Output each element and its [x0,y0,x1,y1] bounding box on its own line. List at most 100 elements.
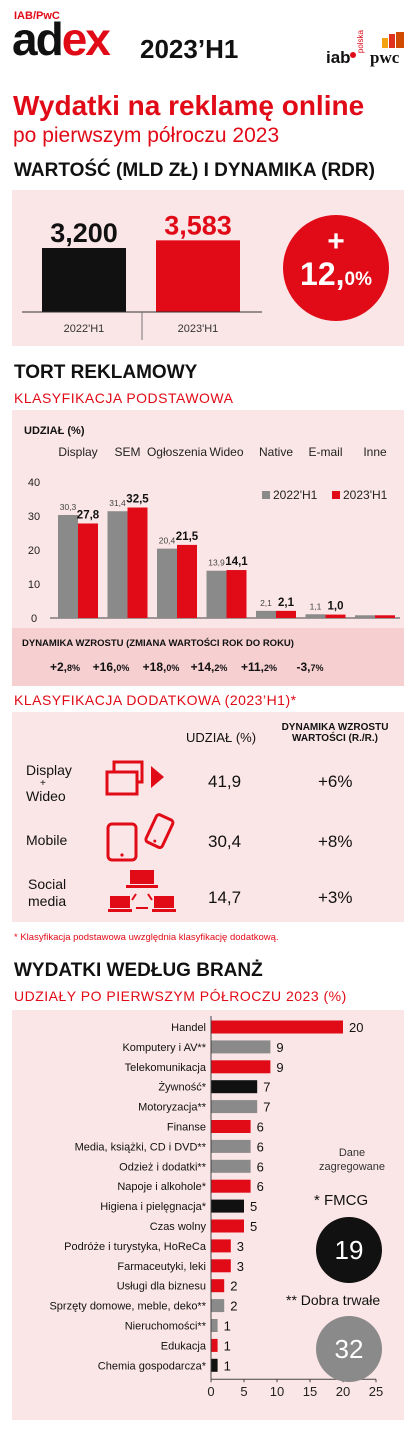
branze-label-11: Podróże i turystyka, HoReCa [64,1241,207,1253]
branze-label-4: Motoryzacja** [138,1102,207,1114]
brand-logo: adex [12,13,111,65]
branze-value-10: 5 [250,1219,257,1234]
legend-label-1: 2023'H1 [343,488,388,502]
branze-value-9: 5 [250,1199,257,1214]
dynamics-band [12,628,404,686]
page-title: Wydatki na reklamę online [13,90,365,121]
value-bar-0 [42,248,126,312]
tort-subheading: KLASYFIKACJA PODSTAWOWA [14,390,234,406]
agg-title: Dane zagregowane [318,1147,386,1173]
y-tick-40: 40 [28,477,40,489]
branze-label-8: Napoje i alkohole* [117,1181,206,1193]
branze-label-5: Finanse [167,1122,206,1134]
branze-value-2: 9 [276,1060,283,1075]
legend-swatch-0 [262,491,270,499]
branze-label-2: Telekomunikacja [125,1062,207,1074]
branze-bar-14 [211,1299,225,1313]
branze-value-5: 6 [257,1120,264,1135]
branze-bar-15 [211,1319,218,1332]
branze-bar-10 [211,1219,244,1233]
org-label: IAB/PwC [14,10,60,22]
branze-label-16: Edukacja [161,1340,207,1352]
branze-bar-8 [211,1179,251,1193]
branze-label-3: Żywność* [158,1081,206,1094]
tort-bar-0-0 [58,514,78,618]
tort-bar-label-1-1: 32,5 [126,494,149,506]
value-heading: WARTOŚĆ (MLD ZŁ) I DYNAMIKA (RDR) [14,160,375,181]
value-category-1: 2023'H1 [178,323,219,335]
durable-label: ** Dobra trwałe [286,1292,381,1308]
branze-label-15: Nieruchomości** [125,1321,207,1333]
branze-value-12: 3 [237,1259,244,1274]
category-label-5: E-mail [308,445,342,459]
y-tick-10: 10 [28,579,40,591]
branze-bar-12 [211,1259,231,1273]
x-tick-20: 20 [336,1384,350,1399]
branze-bar-16 [211,1338,218,1352]
category-label-2: Ogłoszenia [147,445,207,459]
tort-bar-label-1-3: 14,1 [225,556,248,568]
branze-value-13: 2 [230,1279,237,1294]
dynamics-label: DYNAMIKA WZROSTU (ZMIANA WARTOŚCI ROK DO… [22,638,294,649]
branze-bar-2 [211,1060,271,1074]
category-label-4: Native [259,445,293,459]
tort-bar-1-2 [177,544,197,618]
branze-value-1: 9 [276,1040,283,1055]
mobile-icon [106,813,175,862]
tort-bar-label-0-5: 1,1 [310,601,322,611]
value-bar-label-1: 3,583 [164,210,232,240]
extra-share-mobile: 30,4 [208,832,242,851]
pwc-logo: pwc [370,48,400,67]
extra-dyn-social: +3% [318,888,353,907]
x-tick-0: 0 [207,1384,214,1399]
pwc-logo-mark [382,32,404,48]
x-tick-15: 15 [303,1384,317,1399]
tort-bar-0-3 [206,570,227,618]
tort-bar-0-4 [256,610,276,618]
category-label-1: SEM [114,445,140,459]
category-label-0: Display [58,445,97,459]
legend-swatch-1 [332,491,340,499]
share-label: UDZIAŁ (%) [24,425,85,437]
tort-bar-label-1-0: 27,8 [77,509,100,521]
brand-ad: ad [12,13,64,65]
branze-label-14: Sprzęty domowe, meble, deko** [49,1301,206,1313]
extra-share-display: 41,9 [208,772,242,791]
iab-logo: iab [326,48,351,67]
branze-bar-9 [211,1199,244,1213]
display-video-icon [105,760,164,796]
tort-chart: 0 10 20 30 40 Display 30,327,8 SEM 31,4 32,5 Ogłos… [28,445,400,625]
branze-value-3: 7 [263,1080,270,1095]
col-share-header: UDZIAŁ (%) [186,730,257,745]
y-tick-0: 0 [31,613,37,625]
tort-heading: TORT REKLAMOWY [14,362,198,383]
branze-heading: WYDATKI WEDŁUG BRANŻ [14,960,263,981]
value-bar-1 [156,240,240,312]
branze-value-14: 2 [230,1299,237,1314]
iab-logo-polska: polska [356,30,365,54]
durable-circle: 32 [316,1316,382,1382]
tort-bar-1-4 [276,610,296,618]
x-tick-5: 5 [240,1384,247,1399]
branze-value-6: 6 [257,1139,264,1154]
branze-label-13: Usługi dla biznesu [117,1281,206,1293]
tort-bar-label-0-2: 20,4 [159,536,176,546]
category-label-3: Wideo [209,445,243,459]
growth-value: 12,0% [300,256,372,292]
fmcg-label: * FMCG [314,1192,369,1209]
tort-bar-1-1 [127,507,148,618]
dynamics-value-0: +2,8% [49,660,81,674]
branze-bar-17 [211,1358,218,1372]
tort-bar-label-0-0: 30,3 [60,502,77,512]
tort-bar-label-0-3: 13,9 [208,558,225,568]
y-tick-20: 20 [28,545,40,557]
tort-bar-1-5 [325,614,346,618]
period-label: 2023’H1 [140,34,239,64]
value-chart: 3,200 2022'H1 3,583 2023'H1 [22,210,262,340]
branze-label-1: Komputery i AV** [122,1042,206,1054]
branze-bar-1 [211,1040,271,1054]
branze-subheading: UDZIAŁY PO PIERWSZYM PÓŁROCZU 2023 (%) [14,988,347,1004]
branze-bar-7 [211,1159,251,1173]
dynamics-value-1: +16,0% [92,660,130,674]
